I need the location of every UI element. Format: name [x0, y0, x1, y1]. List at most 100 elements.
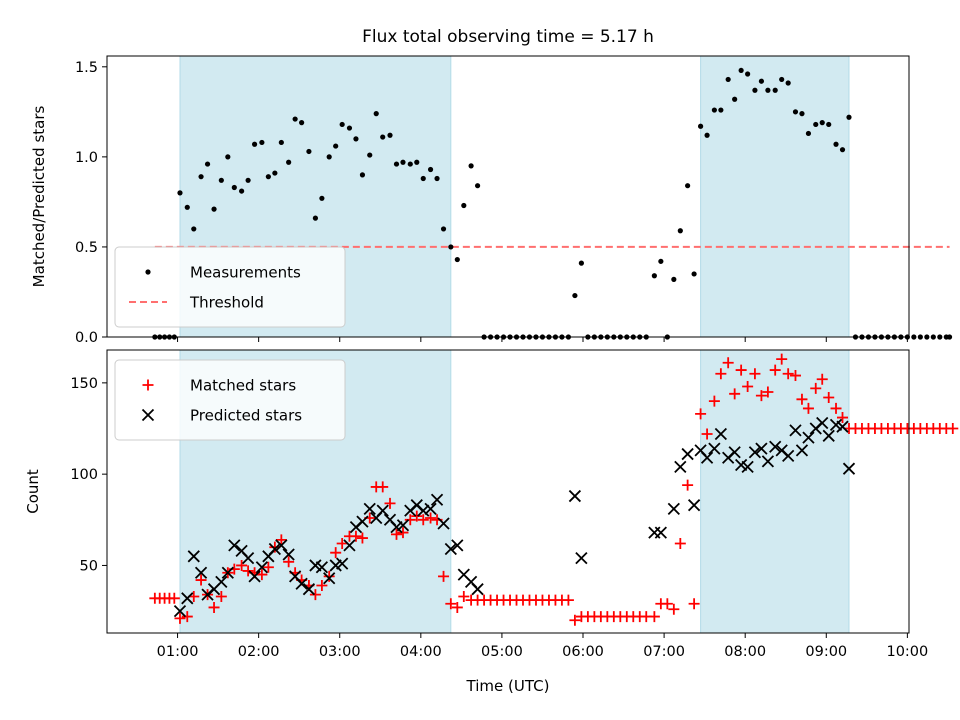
legend-item: Threshold [129, 294, 264, 312]
x-tick-label: 10:00 [886, 644, 928, 660]
data-point [437, 517, 450, 530]
data-point [359, 172, 366, 178]
data-point [924, 334, 930, 340]
data-point [826, 121, 832, 128]
data-point [654, 526, 667, 539]
data-point [776, 353, 788, 365]
data-point [272, 170, 278, 176]
x-tick-label: 06:00 [562, 644, 604, 660]
data-point [221, 566, 234, 579]
data-point [842, 462, 856, 475]
data-point [363, 502, 376, 515]
data-point [239, 188, 245, 194]
data-point [701, 428, 713, 440]
data-point [741, 460, 754, 473]
data-point [728, 446, 741, 459]
data-point [789, 370, 801, 382]
data-point [393, 161, 400, 167]
data-point [444, 542, 457, 556]
data-point [695, 408, 707, 420]
legend: Matched stars Predicted stars [114, 359, 346, 441]
data-point [813, 121, 819, 128]
data-point [830, 402, 842, 414]
data-point [427, 166, 434, 173]
data-point [691, 271, 697, 277]
data-point [769, 440, 782, 453]
data-point [302, 583, 316, 596]
x-tick-label: 02:00 [238, 644, 280, 660]
data-point [765, 87, 771, 93]
data-point [711, 107, 717, 113]
data-point [275, 539, 288, 552]
data-point [181, 592, 194, 605]
data-point [286, 159, 292, 165]
data-point [356, 515, 369, 528]
data-point [937, 334, 943, 340]
data-point [215, 590, 227, 602]
data-point [749, 368, 761, 380]
data-point [323, 572, 336, 585]
data-point [387, 132, 393, 138]
data-point [454, 256, 460, 263]
axes-frame [106, 55, 910, 338]
data-point [231, 184, 237, 191]
data-point [471, 583, 484, 596]
x-tick-label: 07:00 [643, 644, 685, 660]
data-point [184, 204, 190, 210]
data-point [380, 134, 386, 140]
data-point [350, 530, 362, 542]
data-point [168, 592, 180, 604]
data-point [451, 601, 463, 613]
data-point [823, 391, 835, 403]
data-point [769, 364, 781, 376]
data-point [425, 512, 437, 524]
legend-label: Threshold [189, 294, 264, 312]
data-point [241, 552, 255, 565]
data-point [761, 455, 775, 468]
legend-marker [142, 379, 154, 391]
data-point [668, 603, 680, 615]
data-point [837, 412, 849, 424]
data-point [715, 368, 727, 380]
data-point [377, 481, 389, 493]
legend-label: Matched stars [190, 377, 296, 395]
data-point [306, 148, 312, 155]
data-point [735, 364, 747, 376]
data-point [312, 215, 319, 221]
data-point [218, 177, 224, 183]
data-point [339, 121, 345, 128]
data-point [677, 228, 683, 234]
data-point [187, 550, 200, 563]
legend-box [114, 246, 346, 328]
data-point [400, 159, 406, 165]
data-point [688, 598, 700, 610]
data-point [343, 539, 356, 552]
data-point [732, 96, 738, 102]
data-point [430, 493, 444, 506]
data-point [802, 402, 814, 414]
data-point [758, 78, 765, 84]
data-point [373, 111, 379, 117]
data-point [256, 569, 268, 581]
data-point [722, 357, 734, 369]
data-point [376, 504, 389, 517]
data-point [738, 67, 744, 74]
data-point [946, 334, 953, 340]
data-point [661, 598, 673, 610]
observing-window [700, 349, 850, 634]
data-point [725, 76, 731, 83]
data-point [299, 120, 305, 126]
data-point [228, 539, 241, 552]
data-point [367, 152, 373, 158]
data-point [384, 497, 396, 509]
data-point [458, 590, 470, 602]
data-point [752, 87, 758, 93]
data-point [474, 183, 481, 189]
data-point [729, 388, 741, 400]
y-tick-label: 0.0 [75, 330, 98, 346]
data-point [667, 502, 680, 515]
data-point [326, 154, 332, 160]
data-point [420, 175, 426, 182]
data-point [704, 132, 710, 138]
